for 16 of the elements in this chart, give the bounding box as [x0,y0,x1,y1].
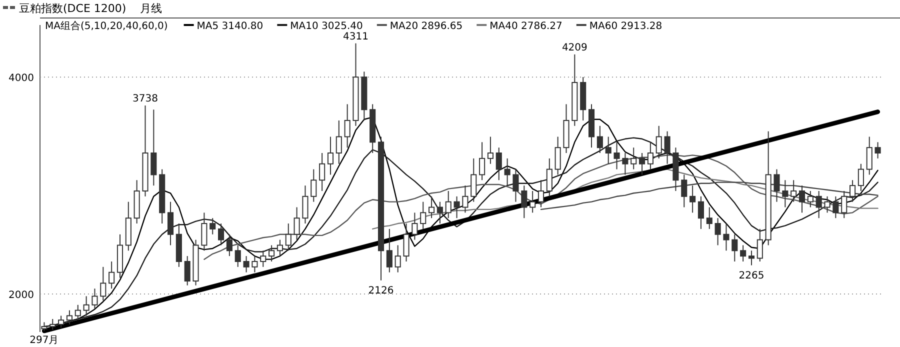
y-tick-label: 2000 [8,290,34,302]
annotation: MA组合(5,10,20,40,60,0) [45,20,168,32]
chart-subtitle: 月线 [140,2,162,15]
chart-title: 豆粕指数(DCE 1200) [19,2,126,15]
legend-label: MA20 2896.65 [390,21,463,32]
annotation: 4209 [562,42,588,54]
legend-label: MA40 2786.27 [490,21,562,32]
annotation: 2265 [738,270,764,282]
legend-label: MA5 3140.80 [196,21,264,32]
legend-label: MA60 2913.28 [589,21,662,32]
x-tick-label: 297月 [30,335,59,346]
annotation: 3738 [132,93,158,104]
annotation: 4311 [343,31,368,42]
legend-label: MA10 3025.40 [290,21,363,32]
annotation: 2126 [368,285,394,296]
y-tick-label: 4000 [8,73,34,84]
